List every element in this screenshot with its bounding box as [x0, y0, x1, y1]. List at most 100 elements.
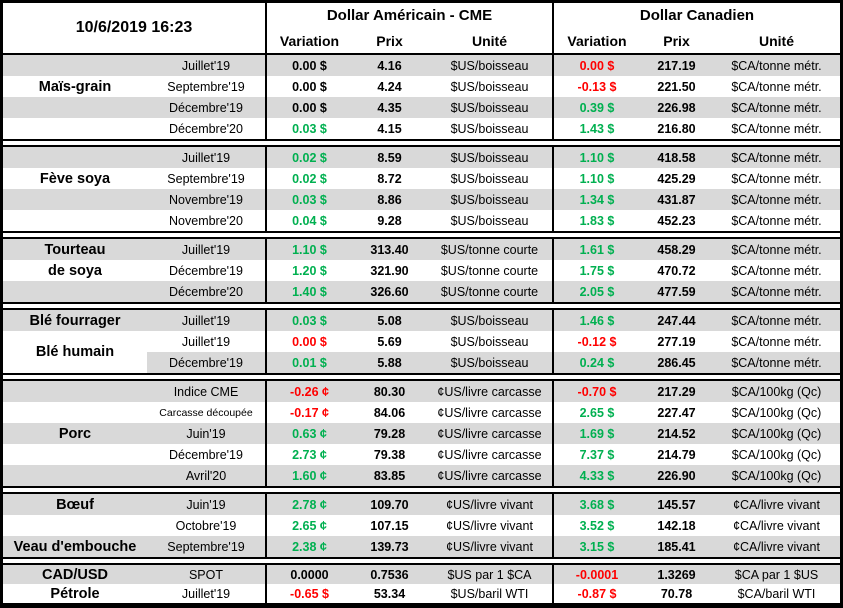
vertical-divider: [552, 260, 554, 281]
us-variation-cell-text: 0.03 $: [292, 121, 327, 136]
us-unit-cell: ¢US/livre carcasse: [427, 402, 552, 423]
commodity-label-cell: Fève soya: [3, 168, 147, 189]
us-unit-cell-text: ¢US/livre vivant: [446, 497, 533, 512]
ca-variation-cell: 1.34 $: [554, 189, 640, 210]
us-variation-cell: 2.65 ¢: [267, 515, 352, 536]
ca-variation-cell-text: 1.34 $: [579, 192, 615, 207]
commodity-label-cell-text: Pétrole: [50, 585, 100, 602]
table-row: de soya Décembre'19 1.20 $ 321.90 $US/tonne …: [3, 260, 840, 281]
section-cad-petrole: CAD/USD SPOT 0.0000 0.7536 $US par 1 $CA -0.0…: [3, 563, 840, 605]
us-price-cell: 4.16: [352, 55, 427, 76]
us-unit-cell-text: ¢US/livre carcasse: [437, 468, 542, 483]
us-variation-cell-text: 2.78 ¢: [292, 497, 327, 512]
commodity-label-cell: [3, 515, 147, 536]
contract-month-cell: Décembre'19: [147, 260, 265, 281]
contract-month-cell: Septembre'19: [147, 168, 265, 189]
us-unit-cell-text: $US/boisseau: [450, 58, 529, 73]
contract-month-cell: Décembre'19: [147, 97, 265, 118]
contract-month-cell-text: Décembre'19: [169, 355, 243, 370]
commodity-label-cell: [3, 381, 147, 402]
us-variation-cell-text: 1.10 $: [292, 242, 327, 257]
vertical-divider: [265, 494, 267, 515]
us-price-cell: 79.28: [352, 423, 427, 444]
contract-month-cell-text: Décembre'19: [169, 263, 243, 278]
ca-variation-cell-text: 0.00 $: [579, 58, 615, 73]
ca-variation-cell-text: 2.65 $: [579, 405, 615, 420]
ca-unit-cell-text: $CA/tonne métr.: [731, 242, 822, 257]
contract-month-cell-text: Juillet'19: [181, 313, 231, 328]
commodity-label-cell: [3, 210, 147, 231]
ca-variation-cell: -0.12 $: [554, 331, 640, 352]
ca-variation-cell-text: 3.68 $: [579, 497, 615, 512]
table-row: Juillet'19 0.00 $ 4.16 $US/boisseau 0.00 $ 21…: [3, 55, 840, 76]
us-variation-cell: 0.03 $: [267, 310, 352, 331]
us-unit-cell-text: ¢US/livre carcasse: [437, 405, 542, 420]
contract-month-cell-text: Septembre'19: [167, 539, 245, 554]
us-price-cell: 4.24: [352, 76, 427, 97]
ca-variation-cell: 1.83 $: [554, 210, 640, 231]
ca-unit-cell-text: $CA/baril WTI: [737, 586, 816, 601]
ca-unit-cell: $CA/tonne métr.: [713, 260, 840, 281]
contract-month-cell-text: Octobre'19: [175, 518, 237, 533]
us-unit-cell: ¢US/livre carcasse: [427, 444, 552, 465]
vertical-divider: [265, 465, 267, 486]
ca-price-cell-text: 425.29: [657, 171, 696, 186]
us-price-cell-text: 4.16: [377, 58, 402, 73]
ca-variation-cell: 0.00 $: [554, 55, 640, 76]
ca-price-cell-text: 70.78: [660, 586, 693, 601]
ca-unit-cell: $CA/tonne métr.: [713, 147, 840, 168]
ca-unit-cell: $CA/tonne métr.: [713, 352, 840, 373]
us-unit-cell: $US/boisseau: [427, 331, 552, 352]
ca-price-cell: 70.78: [640, 584, 713, 603]
ca-unit-cell-text: $CA/100kg (Qc): [731, 384, 822, 399]
table-row: Décembre'19 0.01 $ 5.88 $US/boisseau 0.24 $ 2…: [3, 352, 840, 373]
ca-unit-cell-text: $CA/tonne métr.: [731, 150, 822, 165]
table-row: Carcasse découpée -0.17 ¢ 84.06 ¢US/livre c…: [3, 402, 840, 423]
us-variation-cell-text: 0.03 $: [292, 313, 327, 328]
contract-month-cell-text: Décembre'19: [169, 100, 243, 115]
ca-variation-cell: 3.52 $: [554, 515, 640, 536]
ca-unit-cell-text: $CA/tonne métr.: [731, 192, 822, 207]
us-unit-cell: ¢US/livre carcasse: [427, 381, 552, 402]
us-unit-cell-text: $US par 1 $CA: [447, 567, 532, 582]
ca-unit-cell-text: $CA/tonne métr.: [731, 263, 822, 278]
us-variation-cell-text: 0.0000: [290, 567, 329, 582]
vertical-divider: [265, 536, 267, 557]
ca-price-cell-text: 185.41: [657, 539, 696, 554]
contract-month-cell: Avril'20: [147, 465, 265, 486]
ca-price-cell: 1.3269: [640, 565, 713, 584]
ca-variation-cell-text: 1.83 $: [579, 213, 615, 228]
ca-unit-cell: $CA/tonne métr.: [713, 210, 840, 231]
ca-price-cell-text: 226.90: [657, 468, 696, 483]
ca-variation-cell-text: 3.52 $: [579, 518, 615, 533]
ca-price-cell-text: 418.58: [657, 150, 696, 165]
usd-column-headers: Variation Prix Unité: [267, 28, 552, 53]
usd-price-header: Prix: [376, 32, 403, 49]
vertical-divider: [265, 239, 267, 260]
us-unit-cell: ¢US/livre vivant: [427, 515, 552, 536]
us-unit-cell: $US/baril WTI: [427, 584, 552, 603]
contract-month-cell-text: Décembre'20: [169, 284, 243, 299]
commodity-label-cell: Pétrole: [3, 584, 147, 603]
contract-month-cell: Octobre'19: [147, 515, 265, 536]
us-unit-cell-text: ¢US/livre vivant: [446, 518, 533, 533]
commodity-label-cell: de soya: [3, 260, 147, 281]
ca-variation-cell: 1.61 $: [554, 239, 640, 260]
ca-unit-cell-text: $CA par 1 $US: [734, 567, 819, 582]
us-unit-cell-text: ¢US/livre vivant: [446, 539, 533, 554]
table-row: Décembre'20 0.03 $ 4.15 $US/boisseau 1.43 $ 2…: [3, 118, 840, 139]
usd-unit-header: Unité: [472, 32, 507, 49]
us-variation-cell-text: 0.03 $: [292, 192, 327, 207]
cad-panel-title: Dollar Canadien: [639, 7, 755, 24]
commodity-label-cell: [3, 465, 147, 486]
us-price-cell: 4.35: [352, 97, 427, 118]
us-unit-cell: $US/boisseau: [427, 76, 552, 97]
ca-unit-cell: $CA/100kg (Qc): [713, 444, 840, 465]
us-price-cell-text: 83.85: [373, 468, 406, 483]
ca-unit-cell-text: $CA/tonne métr.: [731, 334, 822, 349]
us-price-cell-text: 79.38: [373, 447, 406, 462]
us-price-cell: 0.7536: [352, 565, 427, 584]
us-unit-cell-text: ¢US/livre carcasse: [437, 426, 542, 441]
us-price-cell: 321.90: [352, 260, 427, 281]
